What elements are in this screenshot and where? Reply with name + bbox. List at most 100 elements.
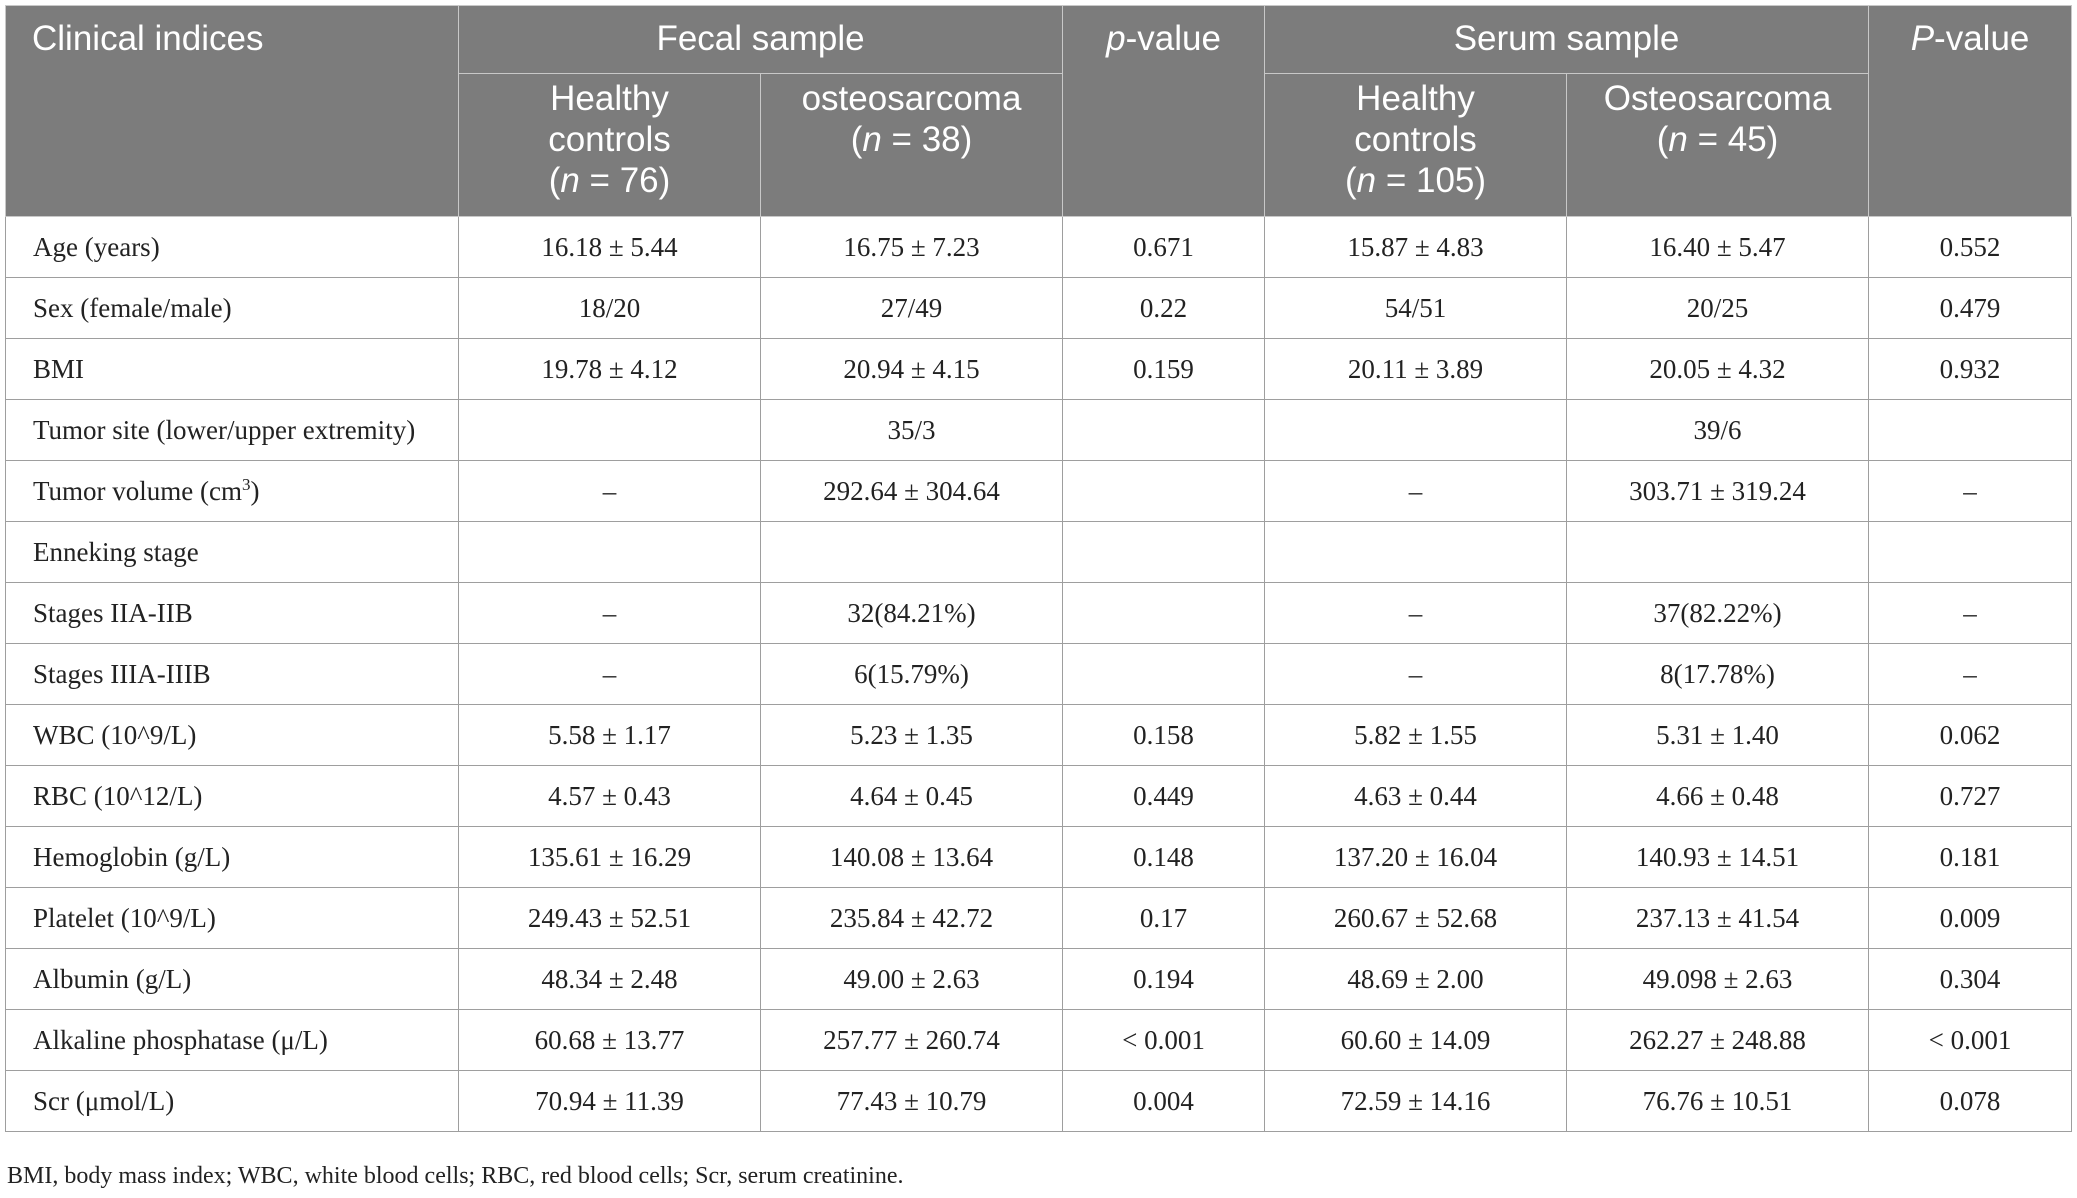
cell-serum-healthy: – <box>1264 643 1568 705</box>
cell-fecal-p-value <box>1062 521 1266 583</box>
header-fecal-osteo-n-var: n <box>862 120 882 159</box>
header-serum-healthy-n-var: n <box>1356 161 1377 200</box>
cell-serum-p-value: 0.727 <box>1868 765 2073 827</box>
cell-serum-osteosarcoma: 49.098 ± 2.63 <box>1566 948 1870 1010</box>
cell-serum-osteosarcoma: 5.31 ± 1.40 <box>1566 704 1870 766</box>
cell-fecal-healthy: – <box>458 643 761 705</box>
row-label: Stages IIIA-IIIB <box>5 643 459 705</box>
header-serum-healthy-n-open: ( <box>1344 161 1357 200</box>
cell-fecal-osteosarcoma: 5.23 ± 1.35 <box>759 704 1064 766</box>
row-label-text: Albumin (g/L) <box>33 963 192 994</box>
row-label-text: Age (years) <box>33 231 160 262</box>
row-label: WBC (10^9/L) <box>5 704 459 766</box>
row-label-text: Scr (μmol/L) <box>33 1085 175 1116</box>
header-serum-osteosarcoma: Osteosarcoma (n = 45) <box>1566 73 1870 217</box>
table-row: Platelet (10^9/L) 249.43 ± 52.51 235.84 ± … <box>5 887 2073 949</box>
cell-fecal-healthy: 16.18 ± 5.44 <box>458 216 761 278</box>
table-row: Tumor volume (cm3) –292.64 ± 304.64–303.7… <box>5 460 2073 522</box>
table-row: Scr (μmol/L) 70.94 ± 11.39 77.43 ± 10.79 0.… <box>5 1070 2073 1132</box>
cell-fecal-p-value <box>1062 399 1266 461</box>
row-label: Age (years) <box>5 216 459 278</box>
header-row-top: Clinical indices Fecal sample p-value Se… <box>5 5 2073 217</box>
cell-serum-osteosarcoma: 8(17.78%) <box>1566 643 1870 705</box>
cell-serum-healthy <box>1264 521 1568 583</box>
cell-fecal-p-value: 0.449 <box>1062 765 1266 827</box>
table-row: Albumin (g/L) 48.34 ± 2.48 49.00 ± 2.63 0.1… <box>5 948 2073 1010</box>
cell-fecal-healthy: 70.94 ± 11.39 <box>458 1070 761 1132</box>
row-label-text: Alkaline phosphatase (μ/L) <box>33 1024 328 1055</box>
row-label: Sex (female/male) <box>5 277 459 339</box>
row-label: Platelet (10^9/L) <box>5 887 459 949</box>
header-fecal-healthy-line2: controls <box>548 120 671 159</box>
cell-serum-healthy: 260.67 ± 52.68 <box>1264 887 1568 949</box>
cell-fecal-p-value: 0.148 <box>1062 826 1266 888</box>
row-label-text: Tumor site (lower/upper extremity) <box>33 414 416 445</box>
cell-serum-osteosarcoma: 37(82.22%) <box>1566 582 1870 644</box>
cell-fecal-healthy: 19.78 ± 4.12 <box>458 338 761 400</box>
header-p-value-serum: P-value <box>1868 5 2073 217</box>
cell-serum-osteosarcoma: 16.40 ± 5.47 <box>1566 216 1870 278</box>
header-fecal-sample: Fecal sample <box>457 5 1064 74</box>
header-fecal-osteo-line1: osteosarcoma <box>801 79 1022 118</box>
header-clinical-indices: Clinical indices <box>5 5 459 217</box>
cell-serum-p-value: 0.181 <box>1868 826 2073 888</box>
row-label-text: Hemoglobin (g/L) <box>33 841 231 872</box>
header-serum-osteo-n-rest: = 45) <box>1687 120 1779 159</box>
cell-fecal-healthy: 48.34 ± 2.48 <box>458 948 761 1010</box>
cell-fecal-healthy: 249.43 ± 52.51 <box>458 887 761 949</box>
row-label-text: BMI <box>33 353 85 384</box>
table-row: Age (years) 16.18 ± 5.44 16.75 ± 7.23 0.671… <box>5 216 2073 278</box>
cell-fecal-healthy: 5.58 ± 1.17 <box>458 704 761 766</box>
table-row: WBC (10^9/L) 5.58 ± 1.17 5.23 ± 1.35 0.158 5… <box>5 704 2073 766</box>
cell-fecal-p-value: < 0.001 <box>1062 1009 1266 1071</box>
cell-serum-healthy: 60.60 ± 14.09 <box>1264 1009 1568 1071</box>
cell-serum-p-value: 0.009 <box>1868 887 2073 949</box>
cell-serum-healthy: 48.69 ± 2.00 <box>1264 948 1568 1010</box>
header-serum-healthy-controls: Healthy controls (n = 105) <box>1264 73 1568 217</box>
header-fecal-healthy-n: (n = 76) <box>459 160 760 201</box>
cell-serum-healthy <box>1264 399 1568 461</box>
table-row: RBC (10^12/L) 4.57 ± 0.43 4.64 ± 0.45 0.449… <box>5 765 2073 827</box>
cell-fecal-p-value: 0.159 <box>1062 338 1266 400</box>
row-label: BMI <box>5 338 459 400</box>
table-row: Tumor site (lower/upper extremity) 35/3 39… <box>5 399 2073 461</box>
cell-fecal-healthy: 4.57 ± 0.43 <box>458 765 761 827</box>
cell-serum-p-value <box>1868 521 2073 583</box>
cell-serum-osteosarcoma: 76.76 ± 10.51 <box>1566 1070 1870 1132</box>
cell-serum-p-value: – <box>1868 643 2073 705</box>
cell-fecal-p-value <box>1062 460 1266 522</box>
row-label: RBC (10^12/L) <box>5 765 459 827</box>
header-row-sub: Healthy controls (n = 76) osteosarcoma (… <box>6 73 2072 217</box>
row-label-text: Platelet (10^9/L) <box>33 902 216 933</box>
cell-fecal-osteosarcoma: 20.94 ± 4.15 <box>759 338 1064 400</box>
header-serum-osteo-n-open: ( <box>1656 120 1669 159</box>
cell-serum-healthy: 54/51 <box>1264 277 1568 339</box>
cell-serum-p-value: 0.062 <box>1868 704 2073 766</box>
cell-fecal-healthy <box>458 399 761 461</box>
cell-fecal-healthy: 18/20 <box>458 277 761 339</box>
cell-fecal-osteosarcoma: 49.00 ± 2.63 <box>759 948 1064 1010</box>
cell-serum-p-value: 0.304 <box>1868 948 2073 1010</box>
cell-serum-healthy: – <box>1264 460 1568 522</box>
header-serum-osteo-n: (n = 45) <box>1567 119 1868 160</box>
cell-fecal-healthy: 135.61 ± 16.29 <box>458 826 761 888</box>
cell-fecal-osteosarcoma: 6(15.79%) <box>759 643 1064 705</box>
cell-fecal-osteosarcoma: 16.75 ± 7.23 <box>759 216 1064 278</box>
row-label-text: Stages IIA-IIB <box>33 597 193 628</box>
cell-fecal-osteosarcoma: 292.64 ± 304.64 <box>759 460 1064 522</box>
header-serum-osteo-line1: Osteosarcoma <box>1603 79 1832 118</box>
cell-serum-osteosarcoma: 262.27 ± 248.88 <box>1566 1009 1870 1071</box>
table-row: Sex (female/male) 18/20 27/49 0.22 54/51 20/2… <box>5 277 2073 339</box>
header-fecal-osteo-n-open: ( <box>850 120 863 159</box>
cell-serum-osteosarcoma: 4.66 ± 0.48 <box>1566 765 1870 827</box>
header-p-value-fecal-italic: p <box>1106 19 1126 58</box>
table-row: Hemoglobin (g/L) 135.61 ± 16.29 140.08 ± 1… <box>5 826 2073 888</box>
table-body: Age (years) 16.18 ± 5.44 16.75 ± 7.23 0.671… <box>5 216 2073 1132</box>
row-label-text: Enneking stage <box>33 536 199 567</box>
row-label-text: WBC (10^9/L) <box>33 719 197 750</box>
cell-serum-healthy: 137.20 ± 16.04 <box>1264 826 1568 888</box>
cell-fecal-osteosarcoma: 4.64 ± 0.45 <box>759 765 1064 827</box>
table-row: Stages IIA-IIB –32(84.21%) –37(82.22%) – <box>5 582 2073 644</box>
table-footnote: BMI, body mass index; WBC, white blood c… <box>7 1163 904 1189</box>
cell-fecal-p-value: 0.194 <box>1062 948 1266 1010</box>
